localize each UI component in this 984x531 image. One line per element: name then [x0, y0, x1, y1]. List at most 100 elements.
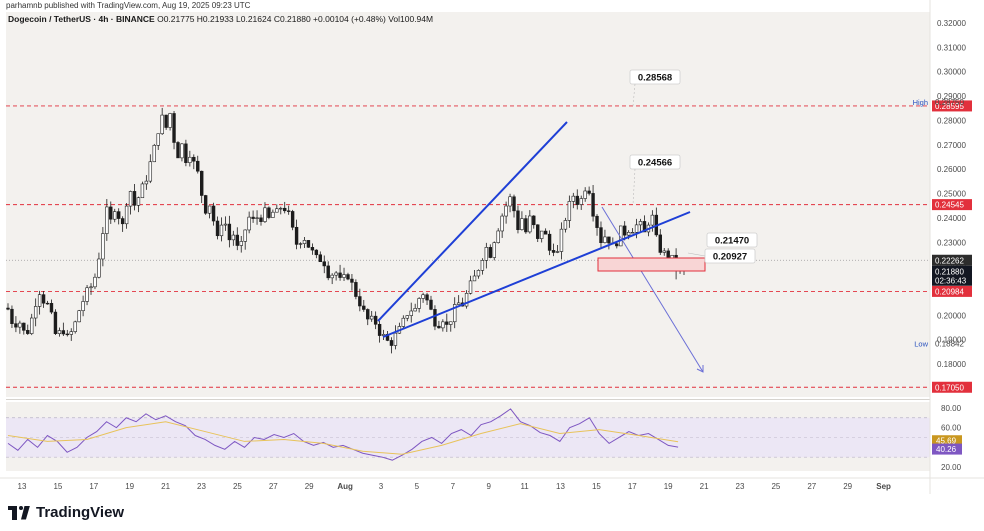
candle-body: [630, 232, 635, 234]
candle-body: [413, 308, 417, 312]
candle-body: [283, 207, 287, 212]
candle-body: [492, 242, 496, 258]
candle-body: [314, 249, 319, 256]
candle-body: [18, 322, 22, 328]
level-label-2: 0.20984: [935, 287, 964, 296]
x-tick-label-24: Sep: [876, 482, 891, 491]
candle-body: [30, 317, 34, 334]
candle-body: [235, 234, 239, 246]
candle-body: [670, 254, 674, 259]
candle-body: [298, 243, 303, 245]
ref-price-label: 0.22262: [935, 256, 964, 265]
y-tick-label-4: 0.28000: [937, 116, 966, 125]
candle-body: [192, 156, 196, 162]
candle-body: [271, 211, 275, 218]
candle-body: [472, 275, 477, 282]
candle-body: [128, 191, 133, 207]
candle-body: [294, 226, 299, 245]
level-label-bg-2: [932, 285, 972, 297]
candle-body: [389, 340, 394, 346]
rsi-tick-label-2: 20.00: [941, 463, 962, 472]
target-zone: [597, 257, 706, 272]
logo-text: TradingView: [36, 504, 125, 521]
x-tick-label-20: 23: [736, 482, 745, 491]
candle-body: [468, 280, 473, 294]
x-tick-label-13: 9: [486, 482, 491, 491]
candle-body: [211, 205, 216, 222]
candle-body: [354, 282, 358, 297]
x-tick-label-4: 21: [161, 482, 170, 491]
candle-body: [326, 265, 330, 279]
axis-marker-value-0: 0.28750: [935, 98, 964, 107]
candle-body: [532, 215, 536, 226]
candle-body: [334, 272, 338, 276]
candle-body: [120, 218, 125, 225]
current-price-label: 0.21880: [935, 267, 964, 276]
candle-body: [449, 321, 453, 325]
candle-body: [81, 301, 85, 312]
candle-body: [555, 251, 560, 253]
candle-body: [393, 332, 398, 346]
candle-body: [623, 225, 627, 236]
x-tick-label-18: 19: [664, 482, 673, 491]
wedge-lower-trendline: [382, 211, 691, 338]
candle-body: [373, 315, 378, 325]
x-tick-label-15: 13: [556, 482, 565, 491]
candle-body: [453, 304, 457, 323]
x-tick-label-7: 27: [269, 482, 278, 491]
candle-body: [160, 114, 164, 135]
candle-body: [113, 211, 117, 220]
candle-body: [366, 309, 370, 320]
symbol-name: Dogecoin / TetherUS · 4h · BINANCE: [8, 14, 155, 24]
candle-body: [496, 230, 500, 243]
x-tick-label-21: 25: [771, 482, 780, 491]
candle-body: [188, 156, 192, 163]
candle-body: [302, 240, 307, 244]
candle-body: [85, 287, 89, 302]
y-tick-label-8: 0.24000: [937, 214, 966, 223]
candle-body: [10, 308, 14, 324]
footer: TradingView: [0, 494, 984, 531]
candle-body: [512, 196, 516, 212]
projection-arrow-line: [601, 206, 704, 373]
candle-body: [148, 161, 153, 182]
candle-body: [310, 247, 315, 251]
candle-body: [476, 270, 481, 277]
tradingview-logo-icon: [8, 505, 30, 520]
candle-body: [369, 315, 374, 320]
x-tick-label-6: 25: [233, 482, 242, 491]
level-label-1: 0.24545: [935, 201, 964, 210]
candle-body: [346, 274, 350, 280]
candle-body: [14, 323, 18, 328]
callout-box-2: [706, 232, 758, 248]
candle-body: [37, 294, 42, 307]
candle-body: [634, 224, 639, 233]
candle-body: [488, 247, 492, 258]
candle-body: [49, 303, 54, 313]
candle-body: [504, 205, 508, 217]
y-tick-label-3: 0.29000: [937, 92, 966, 101]
candle-body: [484, 247, 489, 261]
candle-body: [516, 210, 520, 230]
candle-body: [215, 220, 220, 237]
candle-body: [595, 215, 599, 228]
publisher-line: parhamnb published with TradingView.com,…: [6, 1, 251, 10]
chart-canvas[interactable]: 0.32000 0.31000 0.30000 0.29000 0.28000 0.270…: [0, 0, 984, 494]
candle-body: [77, 310, 81, 323]
candle-body: [425, 294, 429, 301]
candle-body: [22, 322, 26, 331]
candle-body: [666, 250, 670, 259]
candle-body: [508, 196, 512, 207]
candle-body: [528, 215, 532, 233]
candle-body: [583, 190, 587, 199]
wedge-upper-trendline: [377, 121, 568, 322]
candle-body: [524, 218, 528, 233]
tradingview-logo[interactable]: TradingView: [8, 504, 124, 521]
candle-body: [441, 321, 445, 329]
callout-box-0: [629, 69, 681, 85]
candle-body: [642, 221, 647, 233]
x-tick-label-3: 19: [125, 482, 134, 491]
callout-box-1: [629, 154, 681, 170]
projection-arrow-head: [696, 365, 704, 373]
y-tick-label-2: 0.30000: [937, 68, 966, 77]
